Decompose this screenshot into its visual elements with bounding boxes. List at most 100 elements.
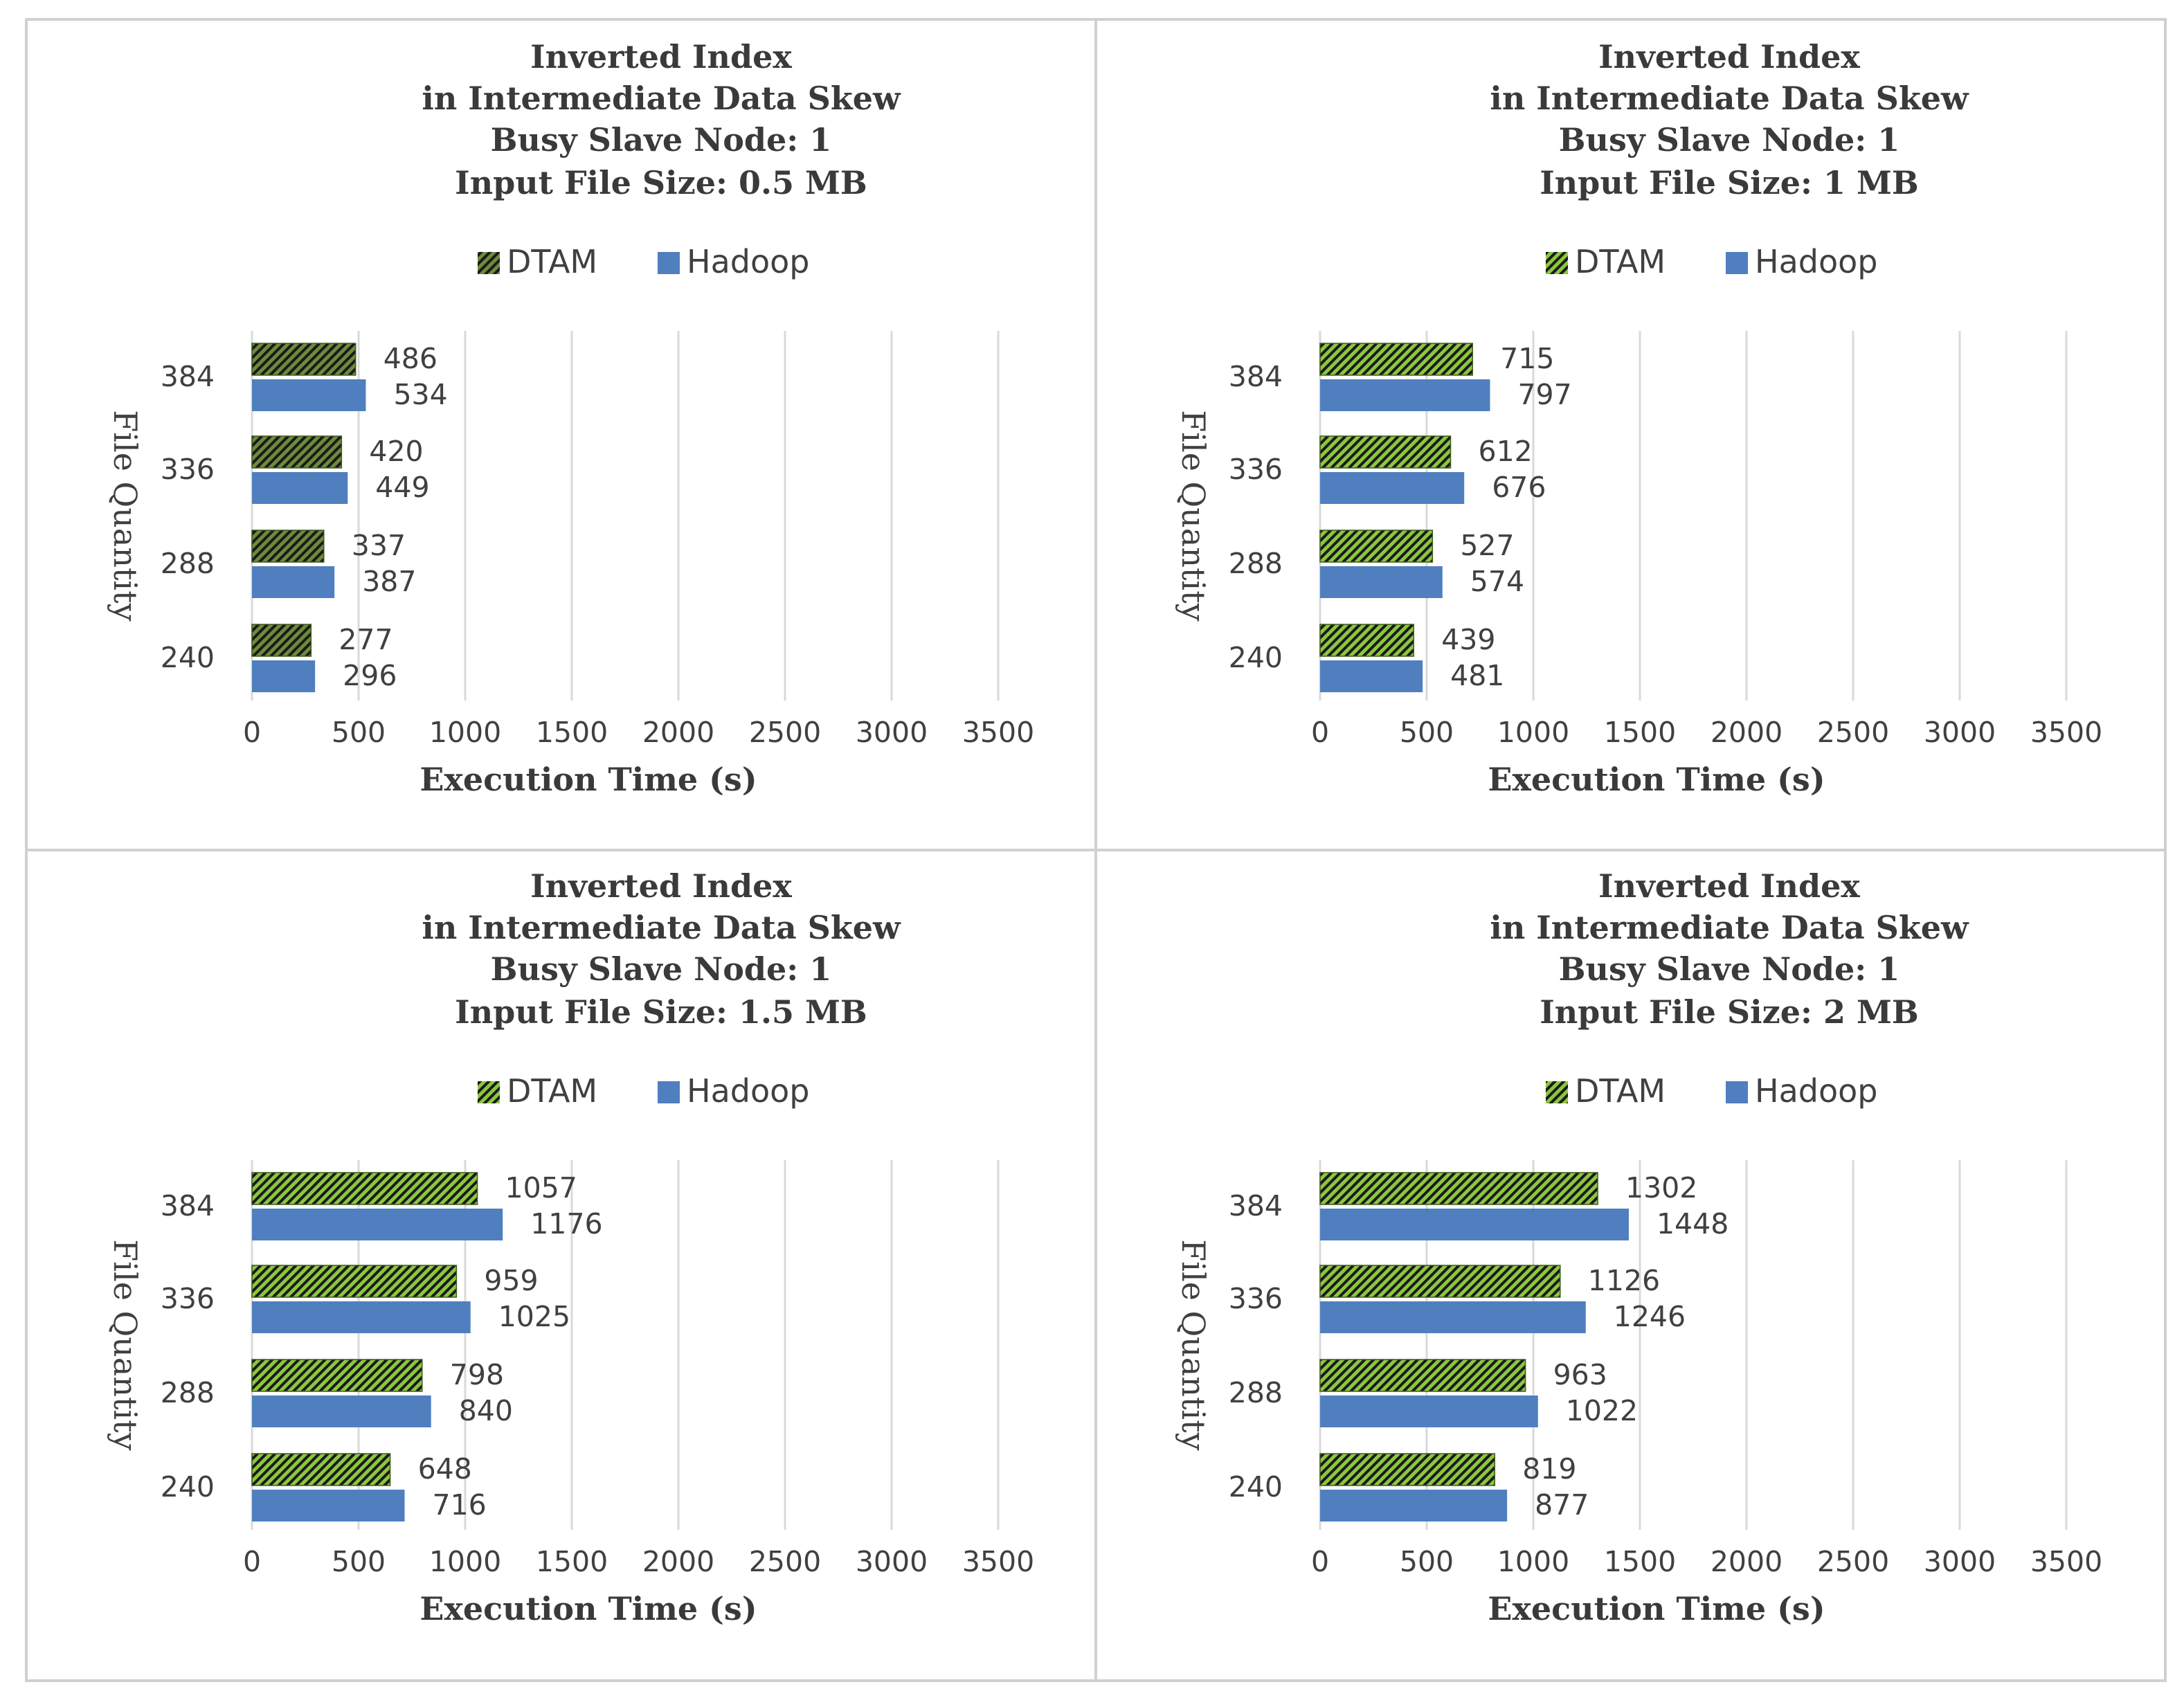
data-label-dtam-240: 648 <box>418 1452 472 1485</box>
legend-swatch-hadoop <box>658 1081 680 1103</box>
y-tick-label: 384 <box>1229 1189 1283 1222</box>
legend-swatch-hadoop <box>1726 252 1748 274</box>
bar-dtam-384 <box>1320 343 1472 375</box>
y-tick-label: 336 <box>1229 1282 1283 1315</box>
x-tick-label: 0 <box>243 716 261 749</box>
x-tick-label: 1500 <box>1604 716 1676 749</box>
bar-dtam-240 <box>252 1454 390 1485</box>
x-tick-label: 1500 <box>536 1545 608 1578</box>
legend-swatch-dtam <box>1546 1081 1568 1103</box>
legend-label-dtam: DTAM <box>1575 1072 1666 1110</box>
chart-title-line-1: Inverted Index <box>530 867 792 905</box>
data-label-hadoop-336: 1025 <box>498 1300 570 1333</box>
bar-dtam-384 <box>252 343 356 375</box>
bar-hadoop-336 <box>1320 1301 1586 1333</box>
data-label-dtam-336: 612 <box>1478 435 1532 468</box>
chart-panel-2: Inverted Index in Intermediate Data Skew B… <box>1096 19 2165 850</box>
legend-label-hadoop: Hadoop <box>1755 1072 1877 1110</box>
bar-dtam-240 <box>252 624 311 656</box>
bar-dtam-288 <box>252 1360 422 1391</box>
chart-title-line-4: Input File Size: 1.5 MB <box>455 993 867 1031</box>
bar-dtam-288 <box>1320 1360 1526 1391</box>
x-axis-title: Execution Time (s) <box>1488 761 1825 798</box>
chart-title-line-4: Input File Size: 1 MB <box>1540 164 1919 201</box>
x-tick-label: 0 <box>1311 1545 1329 1578</box>
data-label-dtam-336: 420 <box>369 435 423 468</box>
data-label-hadoop-240: 877 <box>1535 1488 1589 1521</box>
bar-dtam-384 <box>1320 1173 1598 1204</box>
chart-grid: Inverted Indexin Intermediate Data SkewB… <box>0 0 2184 1707</box>
legend-swatch-dtam <box>478 1081 500 1103</box>
bar-dtam-336 <box>252 436 341 468</box>
data-label-dtam-288: 527 <box>1460 529 1514 562</box>
x-tick-label: 2000 <box>1711 716 1783 749</box>
x-tick-label: 3000 <box>1924 1545 1996 1578</box>
y-tick-label: 384 <box>161 1189 215 1222</box>
legend-label-dtam: DTAM <box>507 243 597 280</box>
y-axis-title: File Quantity <box>107 410 144 621</box>
bar-dtam-384 <box>252 1173 478 1204</box>
data-label-hadoop-336: 676 <box>1492 471 1546 504</box>
bar-hadoop-240 <box>1320 1490 1507 1521</box>
legend-label-dtam: DTAM <box>1575 243 1666 280</box>
chart-title-line-1: Inverted Index <box>1598 867 1860 905</box>
bar-hadoop-288 <box>1320 1396 1538 1427</box>
legend-label-dtam: DTAM <box>507 1072 597 1110</box>
legend-swatch-hadoop <box>1726 1081 1748 1103</box>
bar-hadoop-336 <box>1320 472 1464 504</box>
legend-swatch-dtam <box>478 252 500 274</box>
bar-dtam-288 <box>1320 530 1432 562</box>
y-tick-label: 288 <box>1229 547 1283 580</box>
data-label-hadoop-288: 574 <box>1470 565 1524 598</box>
data-label-hadoop-384: 534 <box>393 378 447 411</box>
chart-title-line-2: in Intermediate Data Skew <box>422 909 901 946</box>
y-tick-label: 240 <box>161 1470 215 1503</box>
y-tick-label: 384 <box>161 360 215 393</box>
x-tick-label: 500 <box>1400 1545 1454 1578</box>
x-tick-label: 500 <box>332 1545 386 1578</box>
x-tick-label: 3500 <box>2030 716 2102 749</box>
y-axis-title: File Quantity <box>1175 410 1212 621</box>
legend-label-hadoop: Hadoop <box>687 243 809 280</box>
x-tick-label: 1000 <box>1497 716 1569 749</box>
x-tick-label: 1000 <box>429 1545 501 1578</box>
bar-hadoop-384 <box>252 379 365 411</box>
x-tick-label: 2000 <box>642 1545 714 1578</box>
data-label-dtam-288: 337 <box>352 529 406 562</box>
x-tick-label: 500 <box>1400 716 1454 749</box>
data-label-hadoop-288: 840 <box>459 1394 513 1427</box>
x-tick-label: 3500 <box>962 716 1034 749</box>
y-axis-title: File Quantity <box>107 1239 144 1450</box>
x-tick-label: 2500 <box>1817 1545 1889 1578</box>
data-label-dtam-240: 277 <box>339 623 392 656</box>
bar-hadoop-336 <box>252 1301 471 1333</box>
x-tick-label: 3000 <box>1924 716 1996 749</box>
chart-title-line-4: Input File Size: 2 MB <box>1540 993 1919 1031</box>
bar-hadoop-240 <box>252 1490 405 1521</box>
x-axis-title: Execution Time (s) <box>1488 1590 1825 1627</box>
data-label-hadoop-240: 296 <box>343 659 397 692</box>
bar-hadoop-384 <box>1320 379 1490 411</box>
x-tick-label: 1500 <box>1604 1545 1676 1578</box>
bar-dtam-336 <box>252 1265 456 1297</box>
y-tick-label: 288 <box>161 547 215 580</box>
y-axis-title: File Quantity <box>1175 1239 1212 1450</box>
bar-dtam-336 <box>1320 436 1450 468</box>
x-tick-label: 2500 <box>749 1545 821 1578</box>
bar-hadoop-240 <box>252 660 315 692</box>
x-tick-label: 1000 <box>1497 1545 1569 1578</box>
bar-hadoop-288 <box>1320 566 1443 598</box>
y-tick-label: 240 <box>1229 1470 1283 1503</box>
bar-dtam-240 <box>1320 624 1414 656</box>
x-tick-label: 3500 <box>2030 1545 2102 1578</box>
bar-dtam-336 <box>1320 1265 1560 1297</box>
chart-title-line-1: Inverted Index <box>530 38 792 75</box>
x-tick-label: 1500 <box>536 716 608 749</box>
x-tick-label: 1000 <box>429 716 501 749</box>
data-label-dtam-384: 1057 <box>505 1171 577 1204</box>
x-tick-label: 3000 <box>856 716 928 749</box>
data-label-dtam-240: 819 <box>1522 1452 1576 1485</box>
bar-hadoop-384 <box>1320 1209 1629 1240</box>
x-axis-title: Execution Time (s) <box>419 1590 757 1627</box>
chart-panel-1: Inverted Index in Intermediate Data Skew B… <box>26 19 1096 850</box>
